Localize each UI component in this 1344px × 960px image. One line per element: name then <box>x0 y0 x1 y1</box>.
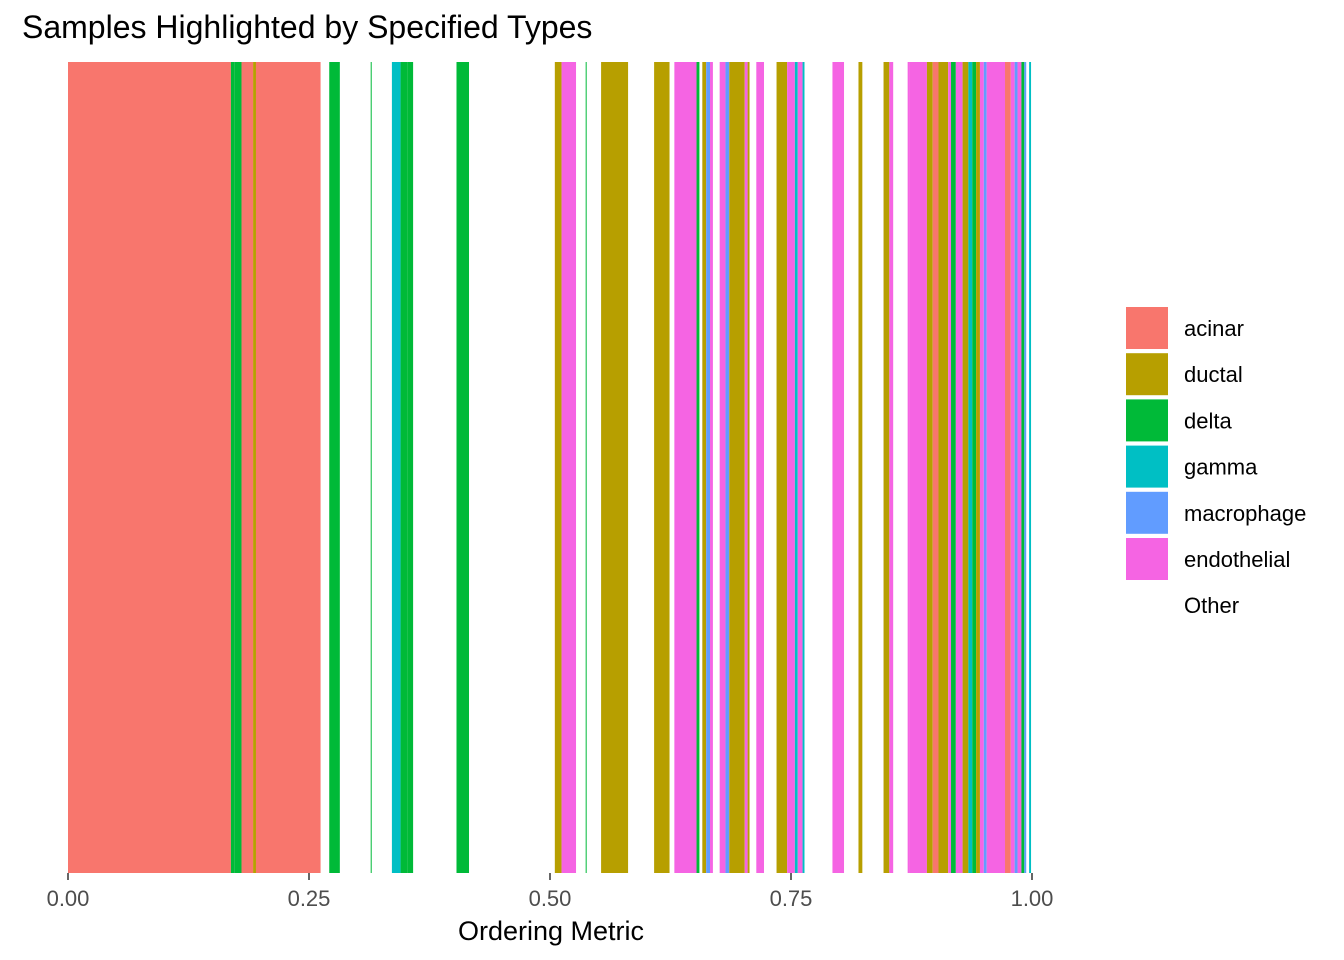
bar-segment-endothelial <box>955 62 963 873</box>
bar-segment-macrophage <box>725 62 730 873</box>
bar-segment-endothelial <box>719 62 726 873</box>
bar-segment-ductal <box>962 62 969 873</box>
x-axis-title: Ordering Metric <box>458 916 644 946</box>
legend-key-gamma <box>1126 445 1168 488</box>
x-tick-label: 0.75 <box>770 886 813 911</box>
bar-segment-gamma <box>794 62 798 873</box>
bar-segment-endothelial <box>787 62 795 873</box>
legend-label-endothelial: endothelial <box>1184 547 1290 572</box>
bar-segment-ductal <box>654 62 670 873</box>
bar-segment-endothelial <box>710 62 713 873</box>
bar-segment-delta <box>329 62 340 873</box>
bar-segment-ductal <box>776 62 788 873</box>
x-tick-label: 0.00 <box>47 886 90 911</box>
bar-segment-macrophage <box>1014 62 1018 873</box>
bar-segment-gamma <box>391 62 401 873</box>
bar-segment-delta <box>456 62 470 873</box>
bar-segment-delta <box>585 62 587 873</box>
bar-segment-macrophage <box>706 62 711 873</box>
bar-segment-endothelial <box>797 62 803 873</box>
bar-segment-endothelial <box>1017 62 1022 873</box>
bar-segment-endothelial <box>907 62 910 873</box>
legend-label-ductal: ductal <box>1184 362 1243 387</box>
bar-segment-acinar <box>68 62 231 873</box>
bar-segment-endothelial <box>979 62 984 873</box>
bar-segment-endothelial <box>1010 62 1015 873</box>
bar-segment-delta <box>1021 62 1025 873</box>
bar-segment-delta <box>951 62 956 873</box>
legend-label-delta: delta <box>1184 408 1232 433</box>
bar-segment-endothelial <box>674 62 697 873</box>
legend-label-macrophage: macrophage <box>1184 501 1306 526</box>
bar-segment-gamma <box>968 62 973 873</box>
legend-label-acinar: acinar <box>1184 316 1244 341</box>
bar-segment-gamma <box>802 62 805 873</box>
bar-segment-delta <box>370 62 372 873</box>
bar-segment-acinar <box>241 62 254 873</box>
bar-segment-ductal <box>938 62 949 873</box>
x-tick-label: 0.50 <box>529 886 572 911</box>
bar-segment-ductal <box>926 62 933 873</box>
bar-segment-acinar <box>255 62 321 873</box>
bar-segment-endothelial <box>948 62 952 873</box>
bar-segment-ductal <box>858 62 863 873</box>
bar-segment-ductal <box>976 62 980 873</box>
x-axis: 0.00 0.25 0.50 0.75 1.00 <box>47 873 1054 911</box>
legend-label-other: Other <box>1184 593 1239 618</box>
bar-segment-endothelial <box>832 62 845 873</box>
bar-segment-endothelial <box>909 62 927 873</box>
bar-segment-delta <box>407 62 414 873</box>
bar-segments <box>68 62 1032 873</box>
bar-segment-delta <box>696 62 700 873</box>
legend: acinar ductal delta gamma macrophage endothel… <box>1126 307 1306 627</box>
legend-key-acinar <box>1126 307 1168 349</box>
x-tick-label: 0.25 <box>288 886 331 911</box>
legend-key-delta <box>1126 399 1168 442</box>
chart-title: Samples Highlighted by Specified Types <box>22 9 592 45</box>
legend-label-gamma: gamma <box>1184 455 1258 480</box>
bar-segment-delta <box>972 62 977 873</box>
bar-segment-macrophage <box>983 62 987 873</box>
bar-segment-endothelial <box>889 62 894 873</box>
bar-segment-endothelial <box>561 62 577 873</box>
bar-segment-ductal <box>702 62 707 873</box>
bar-segment-delta <box>230 62 235 873</box>
bar-segment-delta <box>400 62 408 873</box>
bar-segment-endothelial <box>986 62 1006 873</box>
bar-segment-delta <box>234 62 242 873</box>
legend-key-endothelial <box>1126 538 1168 580</box>
bar-segment-ductal <box>747 62 750 873</box>
bar-segment-ductal <box>729 62 745 873</box>
bar-segment-ductal <box>253 62 256 873</box>
bar-segment-endothelial <box>756 62 765 873</box>
legend-key-ductal <box>1126 353 1168 396</box>
bar-segment-gamma <box>1029 62 1032 873</box>
legend-key-macrophage <box>1126 491 1168 534</box>
legend-key-other <box>1126 584 1168 627</box>
bar-segment-endothelial <box>744 62 748 873</box>
bar-segment-ductal <box>883 62 890 873</box>
bar-segment-ductal <box>554 62 562 873</box>
bar-segment-acinar <box>932 62 939 873</box>
bar-segment-acinar <box>1005 62 1011 873</box>
bar-segment-ductal <box>601 62 629 873</box>
bar-segment-macrophage <box>1024 62 1027 873</box>
x-tick-label: 1.00 <box>1011 886 1054 911</box>
